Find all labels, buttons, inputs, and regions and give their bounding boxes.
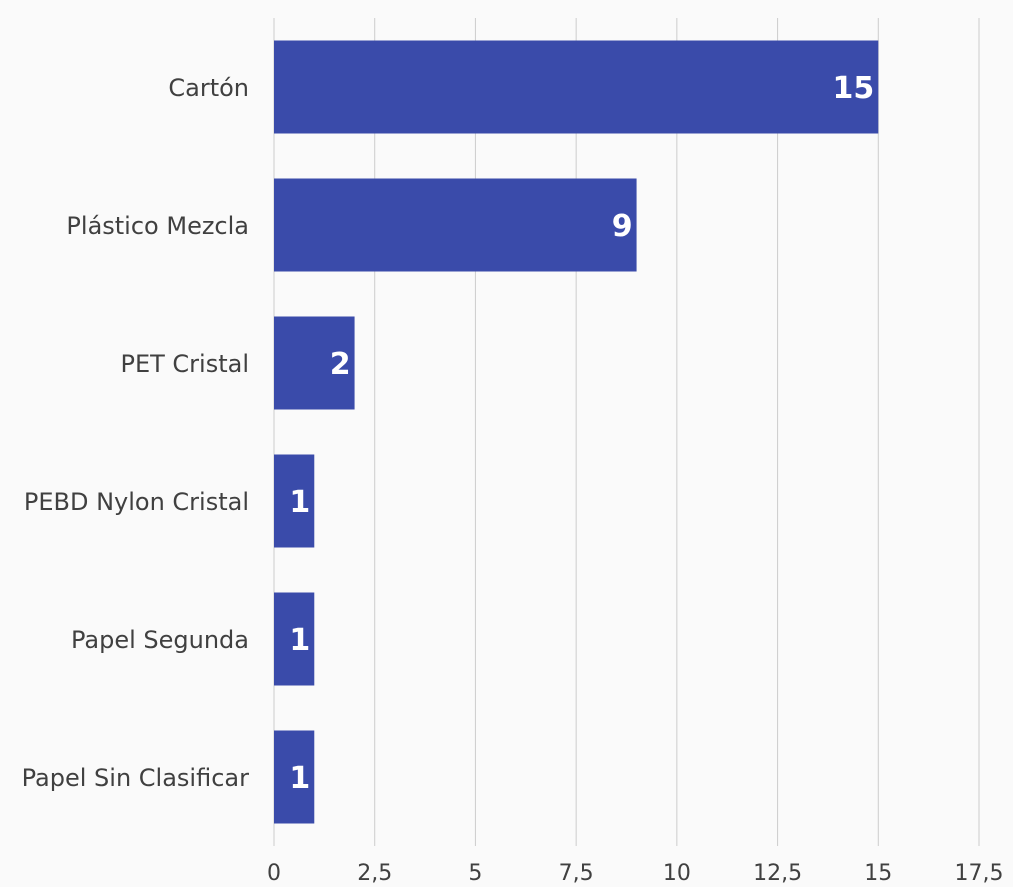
x-tick-label: 2,5 <box>357 861 392 886</box>
category-label: Papel Segunda <box>71 626 249 654</box>
x-tick-label: 17,5 <box>955 861 1004 886</box>
x-tick-label: 0 <box>267 861 281 886</box>
gridlines <box>273 18 980 846</box>
data-label: 1 <box>289 485 310 520</box>
category-label: Plástico Mezcla <box>66 212 249 240</box>
data-labels: 15 9 2 1 1 1 <box>289 71 874 796</box>
category-label: PET Cristal <box>120 350 249 378</box>
bar <box>274 454 315 548</box>
bar <box>274 316 355 410</box>
bar <box>274 178 637 272</box>
bar <box>274 730 315 824</box>
x-tick-label: 12,5 <box>753 861 802 886</box>
x-tick-label: 15 <box>864 861 892 886</box>
x-tick-label: 10 <box>663 861 691 886</box>
data-label: 9 <box>612 209 633 244</box>
x-tick-label: 7,5 <box>559 861 594 886</box>
data-label: 1 <box>289 623 310 658</box>
category-label: Papel Sin Clasificar <box>22 764 249 792</box>
bar <box>274 40 879 134</box>
category-label: PEBD Nylon Cristal <box>24 488 249 516</box>
x-tick-label: 5 <box>468 861 482 886</box>
data-label: 15 <box>833 71 875 106</box>
data-label: 1 <box>289 761 310 796</box>
x-axis-tick-labels: 0 2,5 5 7,5 10 12,5 15 17,5 <box>267 861 1003 886</box>
data-label: 2 <box>330 347 351 382</box>
bar <box>274 592 315 686</box>
category-label: Cartón <box>168 74 249 102</box>
bars <box>274 40 879 824</box>
category-labels: Cartón Plástico Mezcla PET Cristal PEBD Nyl… <box>22 74 249 792</box>
